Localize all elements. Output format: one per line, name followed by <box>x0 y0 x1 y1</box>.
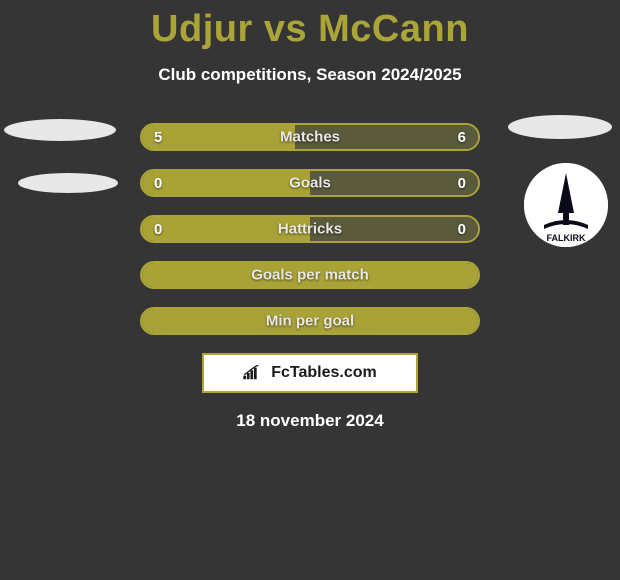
stat-bar: Hattricks00 <box>140 215 480 243</box>
brand-link[interactable]: FcTables.com <box>243 364 377 382</box>
stat-bar-value-left: 0 <box>154 175 168 192</box>
stat-bar-value-left: 5 <box>154 129 168 146</box>
date-line: 18 november 2024 <box>0 411 620 431</box>
falkirk-crest-icon: FALKIRK <box>524 163 608 247</box>
stat-bar: Goals00 <box>140 169 480 197</box>
stat-bar-value-right: 6 <box>452 129 466 146</box>
brand-box[interactable]: FcTables.com <box>202 353 418 393</box>
stat-bar: Min per goal <box>140 307 480 335</box>
stat-bar-values: 00 <box>142 217 478 241</box>
stat-bars: Matches56Goals00Hattricks00Goals per mat… <box>140 123 480 335</box>
stat-bar-value-right: 0 <box>452 175 466 192</box>
stat-bar: Goals per match <box>140 261 480 289</box>
right-club-badge-upper <box>508 115 612 139</box>
stat-bar-values <box>142 263 478 287</box>
page-title: Udjur vs McCann <box>0 0 620 51</box>
right-club-crest: FALKIRK <box>524 163 608 247</box>
stat-bar-values: 00 <box>142 171 478 195</box>
comparison-area: FALKIRK Matches56Goals00Hattricks00Goals… <box>0 123 620 431</box>
stat-bar: Matches56 <box>140 123 480 151</box>
stat-bar-value-right: 0 <box>452 221 466 238</box>
left-club-badge-upper <box>4 119 116 141</box>
crest-label: FALKIRK <box>547 233 586 243</box>
stat-bar-value-left: 0 <box>154 221 168 238</box>
subtitle: Club competitions, Season 2024/2025 <box>0 65 620 85</box>
brand-text: FcTables.com <box>271 364 377 382</box>
bar-chart-icon <box>243 365 265 381</box>
left-club-badge-lower <box>18 173 118 193</box>
stat-bar-values <box>142 309 478 333</box>
stat-bar-values: 56 <box>142 125 478 149</box>
